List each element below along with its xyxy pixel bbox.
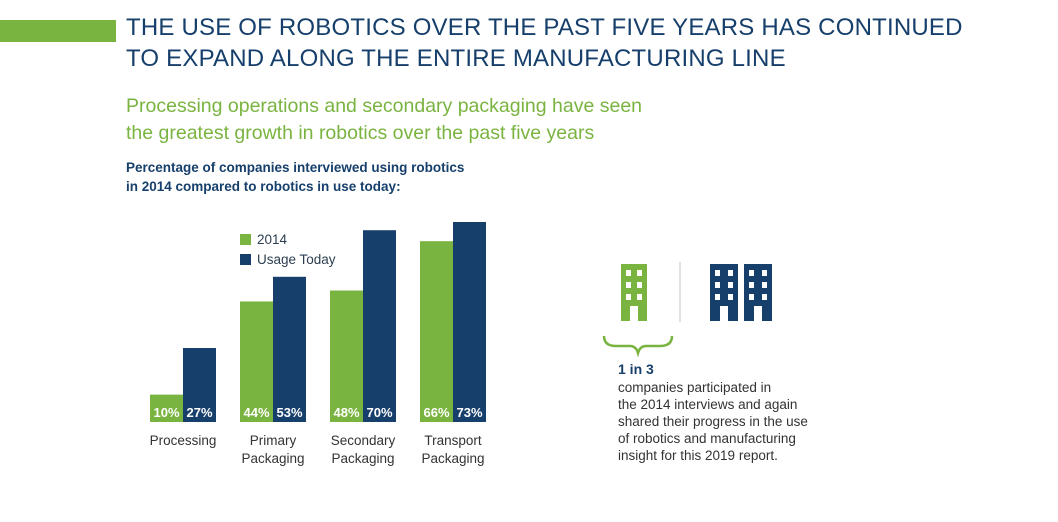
callout-text: companies participated in the 2014 inter…: [618, 379, 858, 464]
page-title-line-2: TO EXPAND ALONG THE ENTIRE MANUFACTURING…: [126, 45, 786, 72]
data-label-2014-2: 44%: [243, 405, 269, 420]
category-label: Secondary: [331, 433, 396, 448]
bar-usage-today-4: [453, 222, 486, 422]
callout-text-line: companies participated in: [618, 380, 772, 395]
bar-2014-3: [330, 290, 363, 422]
accent-bar: [0, 20, 116, 42]
bar-usage-today-2: [273, 276, 306, 422]
building-icon: [744, 264, 772, 321]
data-label-usage-today-3: 70%: [366, 405, 392, 420]
bar-2014-1: [150, 394, 183, 422]
category-label: Packaging: [421, 451, 484, 466]
category-label: Packaging: [331, 451, 394, 466]
chart-title-line-2: in 2014 compared to robotics in use toda…: [126, 179, 401, 194]
callout-text-line: of robotics and manufacturing: [618, 431, 796, 446]
bar-usage-today-3: [363, 230, 396, 422]
data-label-usage-today-1: 27%: [186, 405, 212, 420]
legend-swatch-2014: [240, 233, 251, 245]
legend-label-2014: 2014: [257, 231, 288, 247]
callout-text-line: insight for this 2019 report.: [618, 448, 778, 463]
data-label-2014-4: 66%: [423, 405, 449, 420]
category-label: Packaging: [241, 451, 304, 466]
data-label-usage-today-4: 73%: [456, 405, 482, 420]
callout-stat: 1 in 3: [618, 361, 654, 377]
building-icon: [710, 264, 738, 321]
callout-text-line: shared their progress in the use: [618, 414, 808, 429]
data-label-2014-3: 48%: [333, 405, 359, 420]
category-label: Processing: [150, 433, 217, 448]
subtitle: Processing operations and secondary pack…: [126, 93, 826, 147]
page-title-line-1: THE USE OF ROBOTICS OVER THE PAST FIVE Y…: [126, 14, 963, 41]
bar-usage-today-1: [183, 348, 216, 422]
callout-text-line: the 2014 interviews and again: [618, 397, 798, 412]
building-icon: [621, 264, 647, 321]
chart-legend: 2014 Usage Today: [240, 229, 336, 269]
chart-title-line-1: Percentage of companies interviewed usin…: [126, 160, 465, 175]
legend-item-usage-today: Usage Today: [240, 249, 336, 269]
subtitle-line-2: the greatest growth in robotics over the…: [126, 122, 595, 144]
legend-label-usage-today: Usage Today: [257, 251, 336, 267]
page-title: THE USE OF ROBOTICS OVER THE PAST FIVE Y…: [126, 12, 1026, 74]
bar-2014-2: [240, 301, 273, 422]
legend-swatch-usage-today: [240, 253, 251, 265]
legend-item-2014: 2014: [240, 229, 336, 249]
data-label-usage-today-2: 53%: [276, 405, 302, 420]
bar-chart: 10% 27% Processing 44% 53% Primary Packaging 48…: [150, 222, 486, 466]
chart-title: Percentage of companies interviewed usin…: [126, 158, 566, 196]
data-label-2014-1: 10%: [153, 405, 179, 420]
callout-graphic: [602, 262, 772, 358]
subtitle-line-1: Processing operations and secondary pack…: [126, 95, 643, 117]
brace-icon: [602, 335, 674, 358]
category-label: Primary: [250, 433, 297, 448]
bar-2014-4: [420, 241, 453, 422]
category-label: Transport: [424, 433, 482, 448]
